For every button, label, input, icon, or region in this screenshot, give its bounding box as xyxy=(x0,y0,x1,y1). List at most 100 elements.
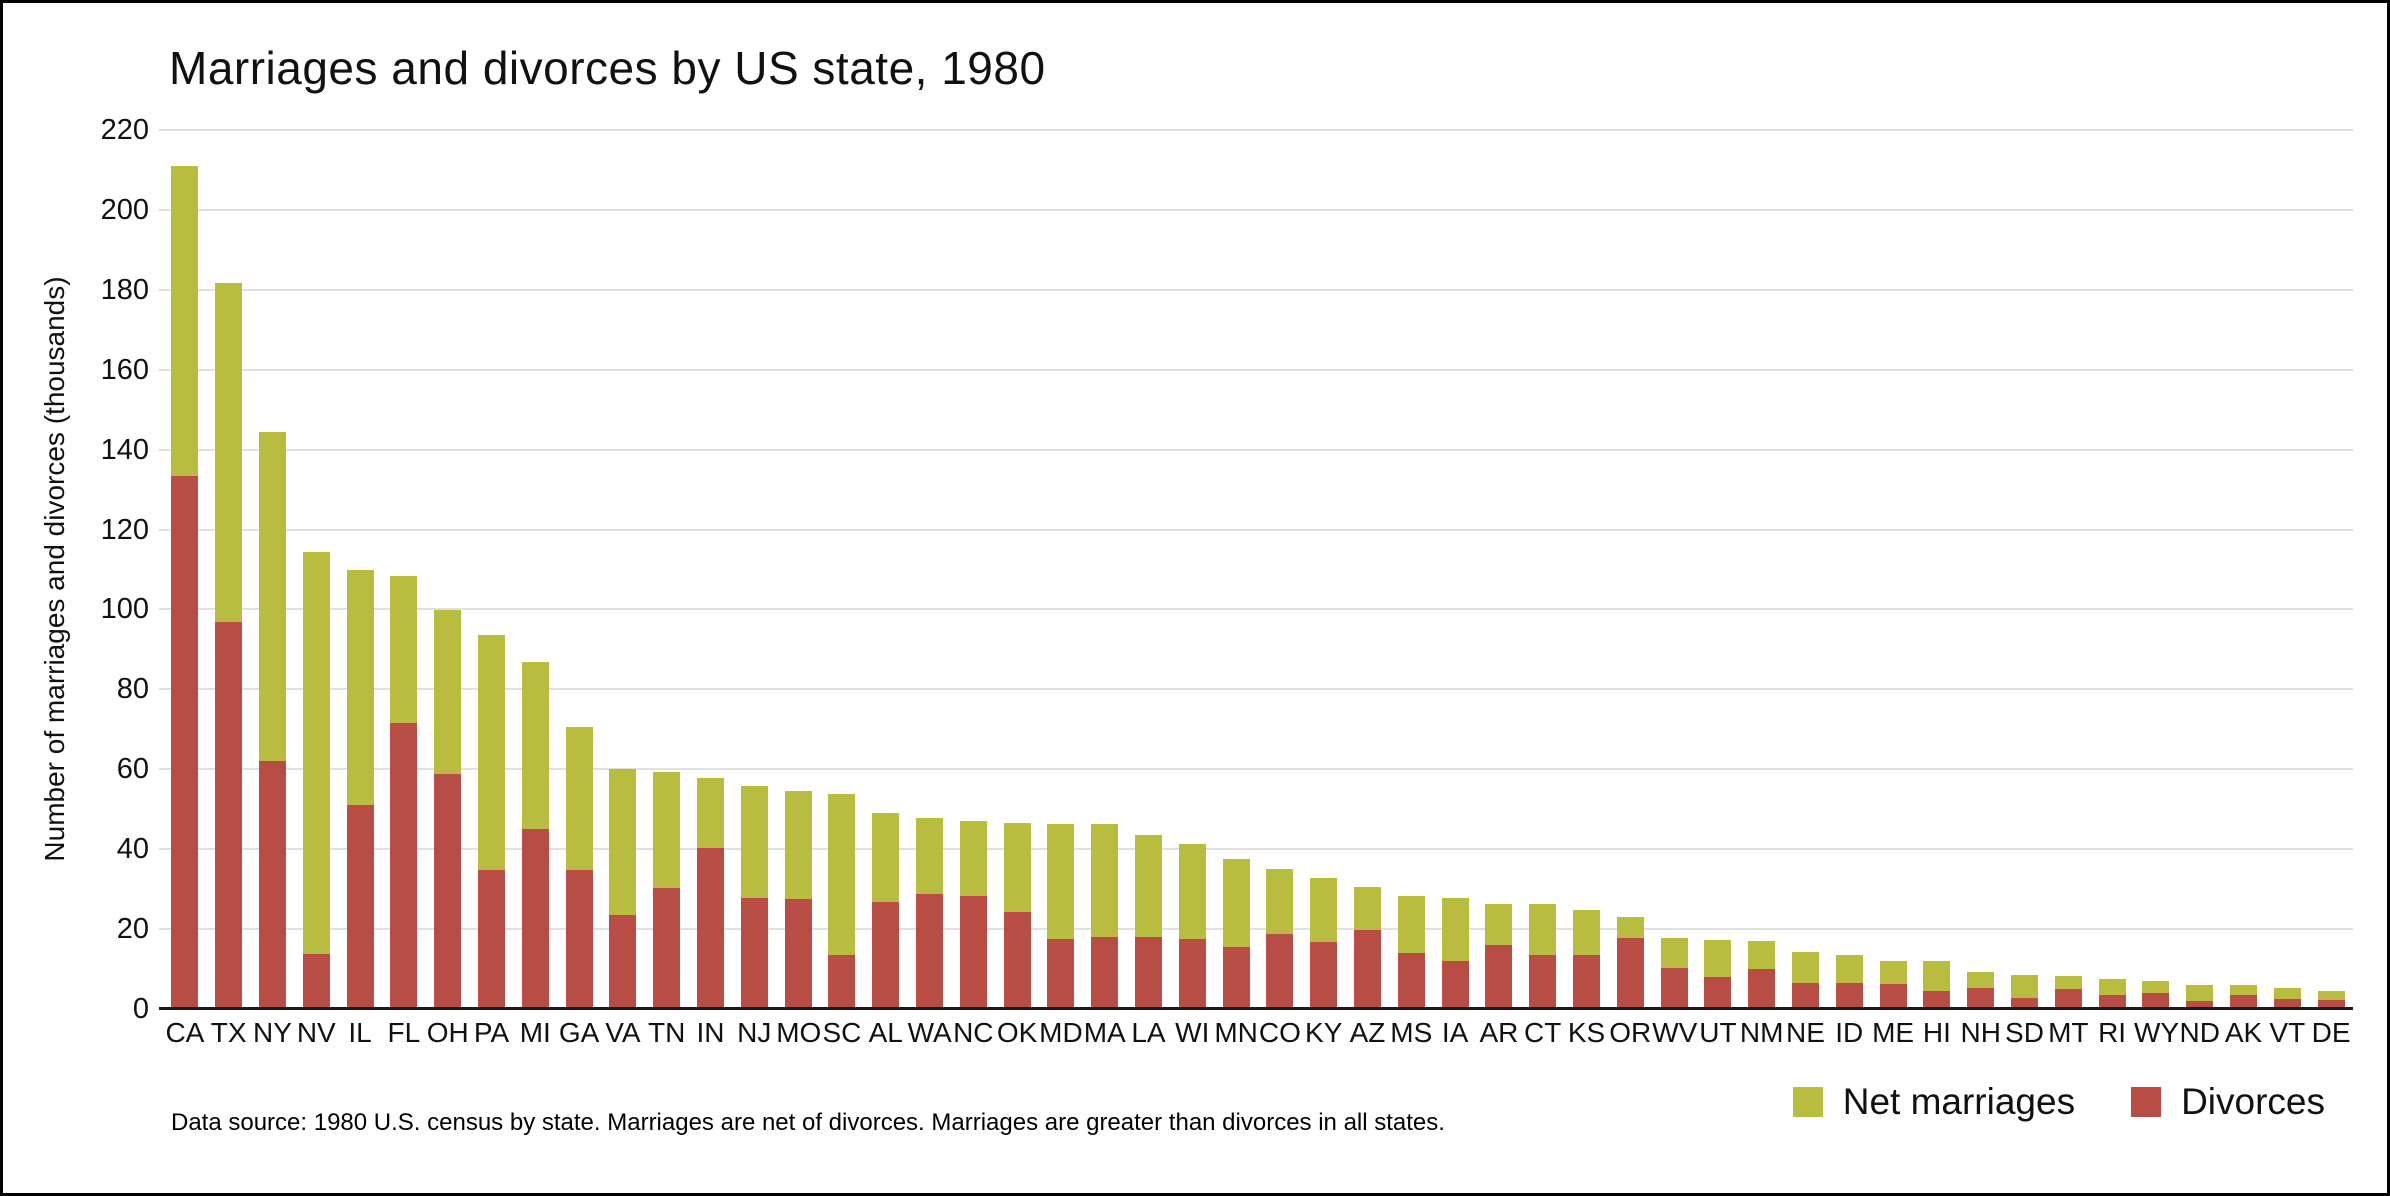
bar-segment-net-marriages-UT xyxy=(1704,939,1732,978)
x-tick-label-RI: RI xyxy=(2098,1017,2127,1048)
bar-column-KY xyxy=(1302,130,1346,1009)
x-tick-label-ME: ME xyxy=(1872,1017,1915,1048)
bar-LA xyxy=(1134,130,1162,1009)
bar-segment-net-marriages-IN xyxy=(696,777,724,848)
bar-column-WY xyxy=(2134,130,2178,1009)
x-tick-label-VA: VA xyxy=(605,1017,641,1048)
bar-segment-divorces-MD xyxy=(1047,939,1075,1009)
bar-CO xyxy=(1266,130,1294,1009)
x-tick-label-ID: ID xyxy=(1835,1017,1864,1048)
bar-column-TX xyxy=(207,130,251,1009)
bar-segment-net-marriages-KS xyxy=(1572,909,1600,956)
y-tick-label-40: 40 xyxy=(116,833,149,866)
y-tick-label-100: 100 xyxy=(100,593,149,626)
bar-segment-divorces-CA xyxy=(171,475,199,1009)
bar-column-FL xyxy=(382,130,426,1009)
bar-segment-divorces-NY xyxy=(258,761,286,1009)
x-tick-label-AK: AK xyxy=(2224,1017,2263,1048)
x-tick-label-MS: MS xyxy=(1390,1017,1433,1048)
bar-segment-net-marriages-MN xyxy=(1222,858,1250,948)
gridline-80 xyxy=(159,688,2353,691)
bar-segment-net-marriages-HI xyxy=(1923,961,1951,992)
gridline-160 xyxy=(159,368,2353,371)
bar-segment-divorces-WV xyxy=(1660,967,1688,1009)
x-tick-label-TN: TN xyxy=(648,1017,686,1048)
bar-column-LA xyxy=(1127,130,1171,1009)
bar-column-PA xyxy=(470,130,514,1009)
gridline-200 xyxy=(159,208,2353,211)
bar-segment-net-marriages-CA xyxy=(171,166,199,476)
legend: Net marriages Divorces xyxy=(1792,1081,2325,1123)
bar-column-UT xyxy=(1696,130,1740,1009)
bar-PA xyxy=(477,130,505,1009)
y-tick-label-0: 0 xyxy=(132,993,149,1025)
x-tick-label-NH: NH xyxy=(1960,1017,2001,1048)
x-tick-label-AR: AR xyxy=(1479,1017,1519,1048)
legend-swatch-divorces xyxy=(2131,1087,2162,1117)
bar-segment-net-marriages-ID xyxy=(1835,955,1863,983)
bar-segment-divorces-IL xyxy=(346,805,374,1009)
x-tick-label-NJ: NJ xyxy=(737,1017,772,1048)
x-tick-label-OH: OH xyxy=(426,1017,469,1048)
bar-column-HI xyxy=(1915,130,1959,1009)
x-tick-label-IN: IN xyxy=(696,1017,725,1048)
x-tick-label-MO: MO xyxy=(776,1017,822,1048)
bar-segment-net-marriages-MS xyxy=(1397,895,1425,954)
bar-segment-divorces-NH xyxy=(1967,987,1995,1009)
legend-label-net-marriages: Net marriages xyxy=(1842,1081,2076,1122)
bar-segment-divorces-WA xyxy=(915,893,943,1009)
bar-segment-divorces-VT xyxy=(2273,998,2301,1009)
bar-column-CA xyxy=(163,130,207,1009)
bar-column-GA xyxy=(557,130,601,1009)
bar-column-MI xyxy=(513,130,557,1009)
x-axis-labels: CA TX NY NV IL FL OH PA MI GA VA TN IN NJ MO SC AL WA NC OK… xyxy=(163,1017,2353,1061)
bar-segment-net-marriages-MI xyxy=(521,661,549,830)
bar-segment-divorces-TX xyxy=(215,622,243,1009)
y-tick-label-220: 220 xyxy=(100,114,149,146)
bar-segment-divorces-NC xyxy=(959,896,987,1009)
bar-segment-divorces-ND xyxy=(2186,1000,2214,1009)
x-tick-label-WA: WA xyxy=(907,1017,952,1048)
bar-AL xyxy=(872,130,900,1009)
bar-segment-divorces-GA xyxy=(565,870,593,1009)
x-tick-label-FL: FL xyxy=(387,1017,421,1048)
bar-column-NV xyxy=(294,130,338,1009)
y-tick-label-80: 80 xyxy=(116,673,149,706)
bar-segment-net-marriages-NE xyxy=(1791,952,1819,984)
bar-segment-divorces-MN xyxy=(1222,947,1250,1009)
bar-segment-net-marriages-GA xyxy=(565,726,593,871)
bar-WY xyxy=(2142,130,2170,1009)
x-tick-label-TX: TX xyxy=(210,1017,247,1048)
bar-MS xyxy=(1397,130,1425,1009)
bar-segment-net-marriages-NV xyxy=(302,552,330,954)
bar-CA xyxy=(171,130,199,1009)
x-tick-label-CO: CO xyxy=(1258,1017,1301,1048)
x-tick-label-MT: MT xyxy=(2048,1017,2089,1048)
bar-WV xyxy=(1660,130,1688,1009)
bar-NY xyxy=(258,130,286,1009)
bar-segment-net-marriages-AL xyxy=(872,813,900,903)
bar-column-IN xyxy=(689,130,733,1009)
bar-segment-net-marriages-NY xyxy=(258,431,286,762)
x-tick-label-WY: WY xyxy=(2134,1017,2180,1048)
bar-segment-divorces-MS xyxy=(1397,953,1425,1009)
x-tick-label-AL: AL xyxy=(868,1017,903,1048)
bar-segment-divorces-CO xyxy=(1266,933,1294,1009)
bar-TX xyxy=(215,130,243,1009)
bar-IL xyxy=(346,130,374,1009)
bar-column-MD xyxy=(1039,130,1083,1009)
bar-column-NE xyxy=(1784,130,1828,1009)
bar-WA xyxy=(915,130,943,1009)
bar-segment-divorces-RI xyxy=(2098,994,2126,1009)
bar-segment-net-marriages-IL xyxy=(346,570,374,806)
bar-column-IA xyxy=(1433,130,1477,1009)
bar-segment-divorces-TN xyxy=(653,888,681,1009)
bar-column-NJ xyxy=(732,130,776,1009)
y-tick-label-200: 200 xyxy=(100,193,149,226)
bar-KY xyxy=(1310,130,1338,1009)
x-tick-label-SC: SC xyxy=(822,1017,862,1048)
bar-MN xyxy=(1222,130,1250,1009)
bar-column-NC xyxy=(951,130,995,1009)
bar-column-WI xyxy=(1170,130,1214,1009)
bar-segment-net-marriages-SC xyxy=(828,793,856,955)
